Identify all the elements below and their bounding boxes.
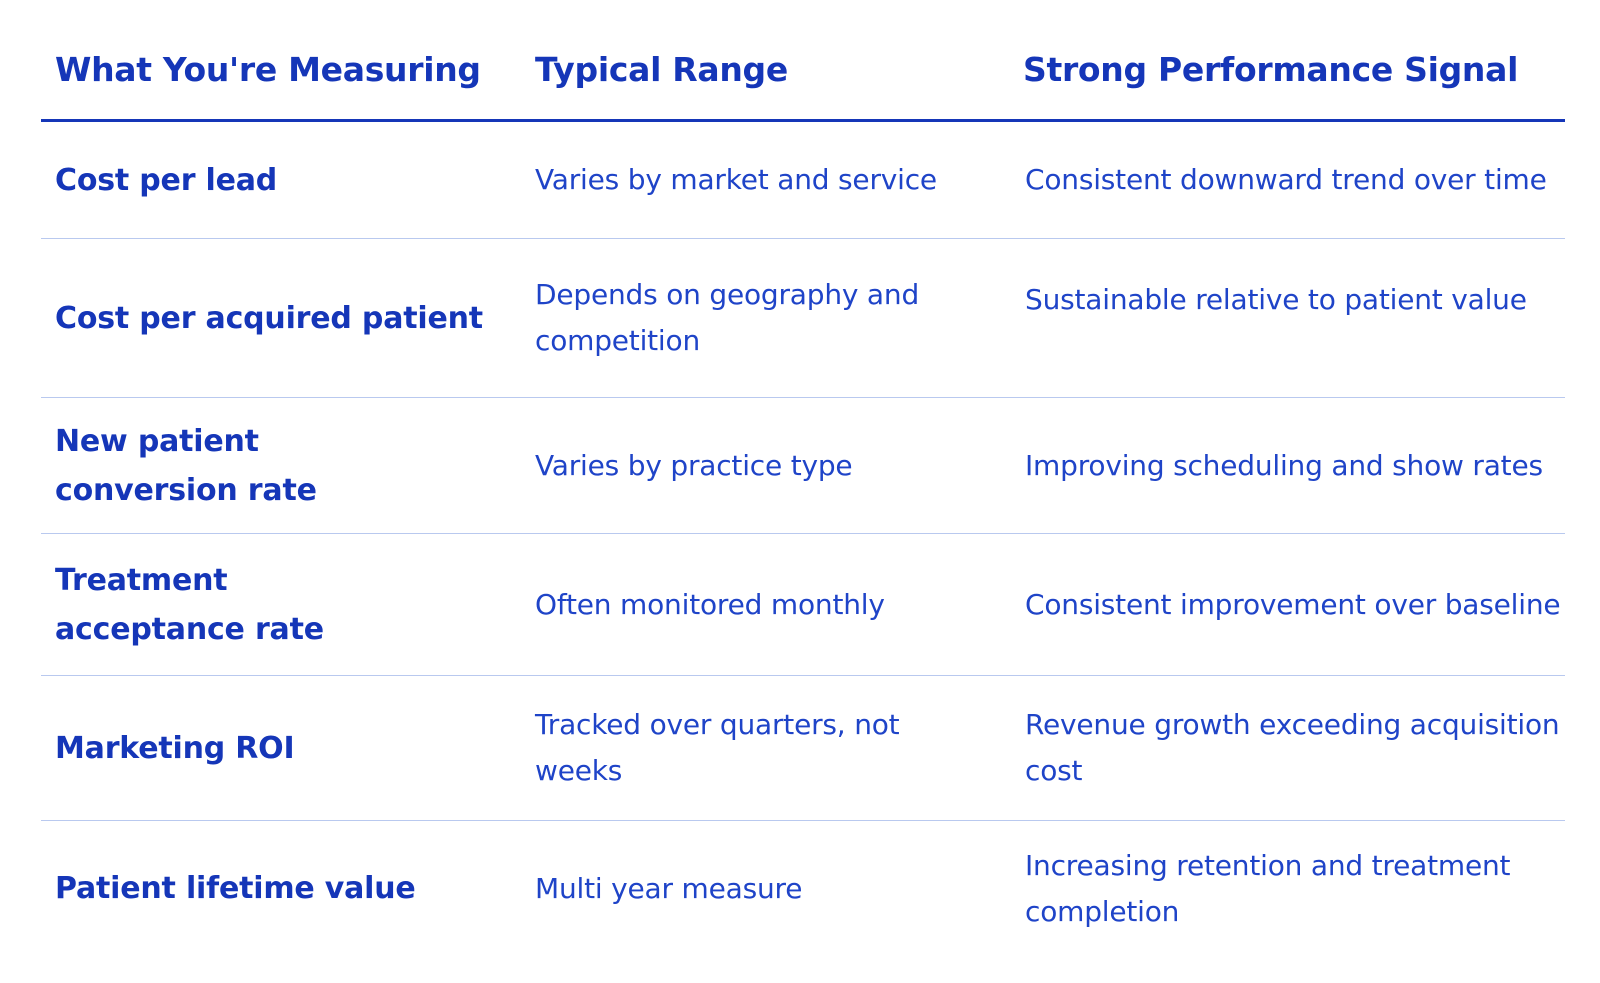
row-signal: Improving scheduling and show rates <box>1025 448 1543 482</box>
metrics-table: What You're Measuring Typical Range Stro… <box>41 0 1565 956</box>
row-metric: Marketing ROI <box>55 730 295 766</box>
row-metric: Cost per acquired patient <box>55 300 483 336</box>
header-typical-range: Typical Range <box>535 50 788 89</box>
row-signal: Increasing retention and treatment compl… <box>1025 848 1511 928</box>
row-signal: Consistent downward trend over time <box>1025 163 1547 196</box>
table-row: Cost per acquired patient Depends on geo… <box>41 239 1565 398</box>
row-metric: Treatment acceptance rate <box>55 562 324 647</box>
row-signal: Consistent improvement over baseline <box>1025 587 1561 621</box>
header-measuring: What You're Measuring <box>55 50 481 89</box>
row-range: Often monitored monthly <box>535 587 885 621</box>
row-signal: Sustainable relative to patient value <box>1025 283 1527 316</box>
table-row: Patient lifetime value Multi year measur… <box>41 821 1565 956</box>
table-row: Marketing ROI Tracked over quarters, not… <box>41 676 1565 821</box>
row-metric: Patient lifetime value <box>55 871 416 906</box>
row-signal: Revenue growth exceeding acquisition cos… <box>1025 708 1560 787</box>
row-range: Varies by practice type <box>535 448 853 482</box>
row-range: Multi year measure <box>535 871 803 905</box>
table-row: New patient conversion rate Varies by pr… <box>41 398 1565 534</box>
row-range: Varies by market and service <box>535 163 937 196</box>
row-metric: Cost per lead <box>55 162 278 198</box>
row-metric: New patient conversion rate <box>55 423 317 508</box>
header-performance-signal: Strong Performance Signal <box>1023 50 1519 89</box>
row-range: Tracked over quarters, not weeks <box>535 708 900 787</box>
table-row: Cost per lead Varies by market and servi… <box>41 122 1565 239</box>
row-range: Depends on geography and competition <box>535 278 920 357</box>
table-header: What You're Measuring Typical Range Stro… <box>41 0 1565 122</box>
table-row: Treatment acceptance rate Often monitore… <box>41 534 1565 676</box>
